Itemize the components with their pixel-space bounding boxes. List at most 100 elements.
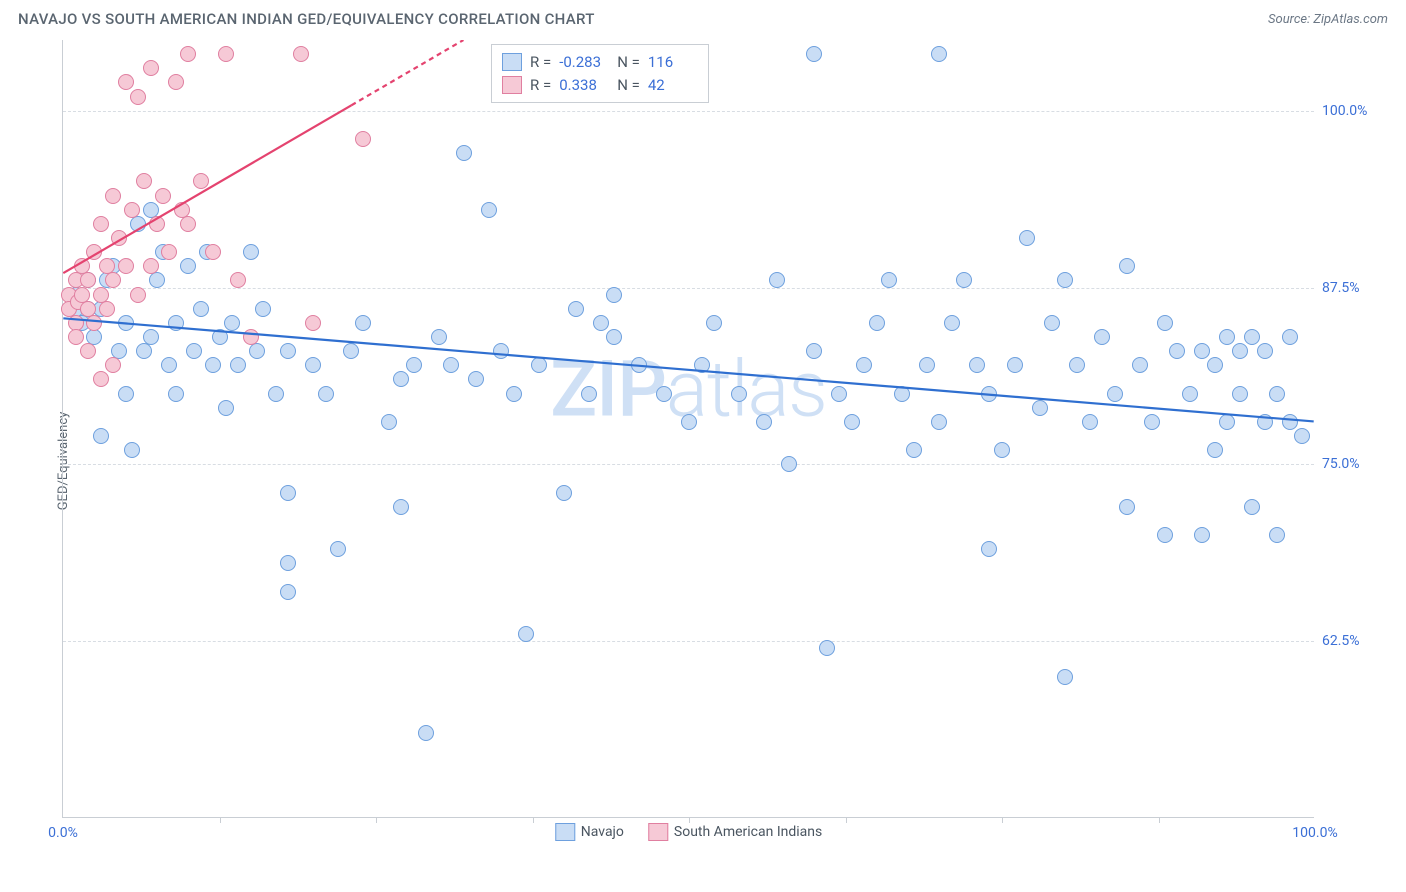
scatter-point bbox=[969, 357, 985, 373]
scatter-point bbox=[393, 371, 409, 387]
x-tick-mark bbox=[1002, 817, 1003, 823]
scatter-point bbox=[355, 131, 371, 147]
scatter-point bbox=[631, 357, 647, 373]
scatter-point bbox=[212, 329, 228, 345]
scatter-point bbox=[193, 173, 209, 189]
scatter-point bbox=[1257, 414, 1273, 430]
scatter-point bbox=[518, 626, 534, 642]
scatter-point bbox=[111, 230, 127, 246]
scatter-point bbox=[694, 357, 710, 373]
scatter-point bbox=[1182, 386, 1198, 402]
scatter-point bbox=[1232, 386, 1248, 402]
scatter-point bbox=[1144, 414, 1160, 430]
scatter-point bbox=[143, 329, 159, 345]
scatter-point bbox=[1194, 343, 1210, 359]
n-value: 42 bbox=[648, 74, 698, 97]
scatter-point bbox=[493, 343, 509, 359]
legend: NavajoSouth American Indians bbox=[555, 823, 822, 841]
scatter-point bbox=[1157, 527, 1173, 543]
scatter-point bbox=[1269, 386, 1285, 402]
scatter-point bbox=[1194, 527, 1210, 543]
scatter-point bbox=[1019, 230, 1035, 246]
scatter-point bbox=[881, 272, 897, 288]
scatter-point bbox=[1032, 400, 1048, 416]
legend-label: Navajo bbox=[581, 824, 624, 840]
chart-title: NAVAJO VS SOUTH AMERICAN INDIAN GED/EQUI… bbox=[18, 10, 595, 28]
scatter-point bbox=[280, 555, 296, 571]
scatter-point bbox=[1007, 357, 1023, 373]
x-tick-mark bbox=[1159, 817, 1160, 823]
scatter-point bbox=[456, 145, 472, 161]
gridline bbox=[63, 111, 1314, 112]
scatter-point bbox=[581, 386, 597, 402]
scatter-point bbox=[931, 46, 947, 62]
y-tick-label: 100.0% bbox=[1322, 103, 1367, 119]
scatter-point bbox=[593, 315, 609, 331]
scatter-point bbox=[1057, 272, 1073, 288]
scatter-point bbox=[1057, 669, 1073, 685]
stats-box: R =-0.283N =116R =0.338N =42 bbox=[491, 44, 709, 103]
r-value: 0.338 bbox=[559, 74, 609, 97]
scatter-point bbox=[568, 301, 584, 317]
scatter-point bbox=[218, 46, 234, 62]
scatter-point bbox=[161, 244, 177, 260]
scatter-point bbox=[506, 386, 522, 402]
scatter-point bbox=[205, 244, 221, 260]
scatter-point bbox=[118, 74, 134, 90]
scatter-point bbox=[118, 258, 134, 274]
scatter-point bbox=[606, 329, 622, 345]
scatter-point bbox=[1232, 343, 1248, 359]
scatter-point bbox=[656, 386, 672, 402]
scatter-point bbox=[1082, 414, 1098, 430]
scatter-point bbox=[343, 343, 359, 359]
scatter-point bbox=[168, 74, 184, 90]
scatter-point bbox=[143, 60, 159, 76]
y-tick-label: 62.5% bbox=[1322, 633, 1360, 649]
scatter-point bbox=[130, 89, 146, 105]
scatter-point bbox=[130, 287, 146, 303]
n-label: N = bbox=[617, 74, 640, 97]
r-label: R = bbox=[530, 74, 551, 97]
scatter-point bbox=[168, 386, 184, 402]
scatter-point bbox=[218, 400, 234, 416]
scatter-point bbox=[280, 584, 296, 600]
scatter-point bbox=[136, 173, 152, 189]
x-tick-mark bbox=[220, 817, 221, 823]
scatter-point bbox=[1244, 499, 1260, 515]
source-credit: Source: ZipAtlas.com bbox=[1268, 12, 1388, 27]
scatter-point bbox=[124, 442, 140, 458]
gridline bbox=[63, 641, 1314, 642]
scatter-point bbox=[1107, 386, 1123, 402]
scatter-point bbox=[105, 272, 121, 288]
scatter-point bbox=[93, 371, 109, 387]
scatter-point bbox=[1269, 527, 1285, 543]
gridline bbox=[63, 464, 1314, 465]
scatter-point bbox=[1207, 442, 1223, 458]
scatter-point bbox=[193, 301, 209, 317]
scatter-point bbox=[255, 301, 271, 317]
scatter-point bbox=[1119, 258, 1135, 274]
y-tick-label: 87.5% bbox=[1322, 280, 1360, 296]
scatter-point bbox=[180, 216, 196, 232]
scatter-point bbox=[806, 343, 822, 359]
y-tick-label: 75.0% bbox=[1322, 456, 1360, 472]
scatter-point bbox=[944, 315, 960, 331]
scatter-point bbox=[481, 202, 497, 218]
scatter-point bbox=[1219, 329, 1235, 345]
scatter-point bbox=[280, 485, 296, 501]
scatter-point bbox=[224, 315, 240, 331]
scatter-point bbox=[330, 541, 346, 557]
scatter-point bbox=[468, 371, 484, 387]
scatter-point bbox=[681, 414, 697, 430]
scatter-point bbox=[80, 272, 96, 288]
scatter-point bbox=[80, 343, 96, 359]
scatter-point bbox=[1219, 414, 1235, 430]
n-value: 116 bbox=[648, 51, 698, 74]
scatter-point bbox=[86, 244, 102, 260]
scatter-point bbox=[443, 357, 459, 373]
scatter-point bbox=[268, 386, 284, 402]
scatter-point bbox=[1044, 315, 1060, 331]
scatter-point bbox=[136, 343, 152, 359]
scatter-point bbox=[956, 272, 972, 288]
n-label: N = bbox=[617, 51, 640, 74]
